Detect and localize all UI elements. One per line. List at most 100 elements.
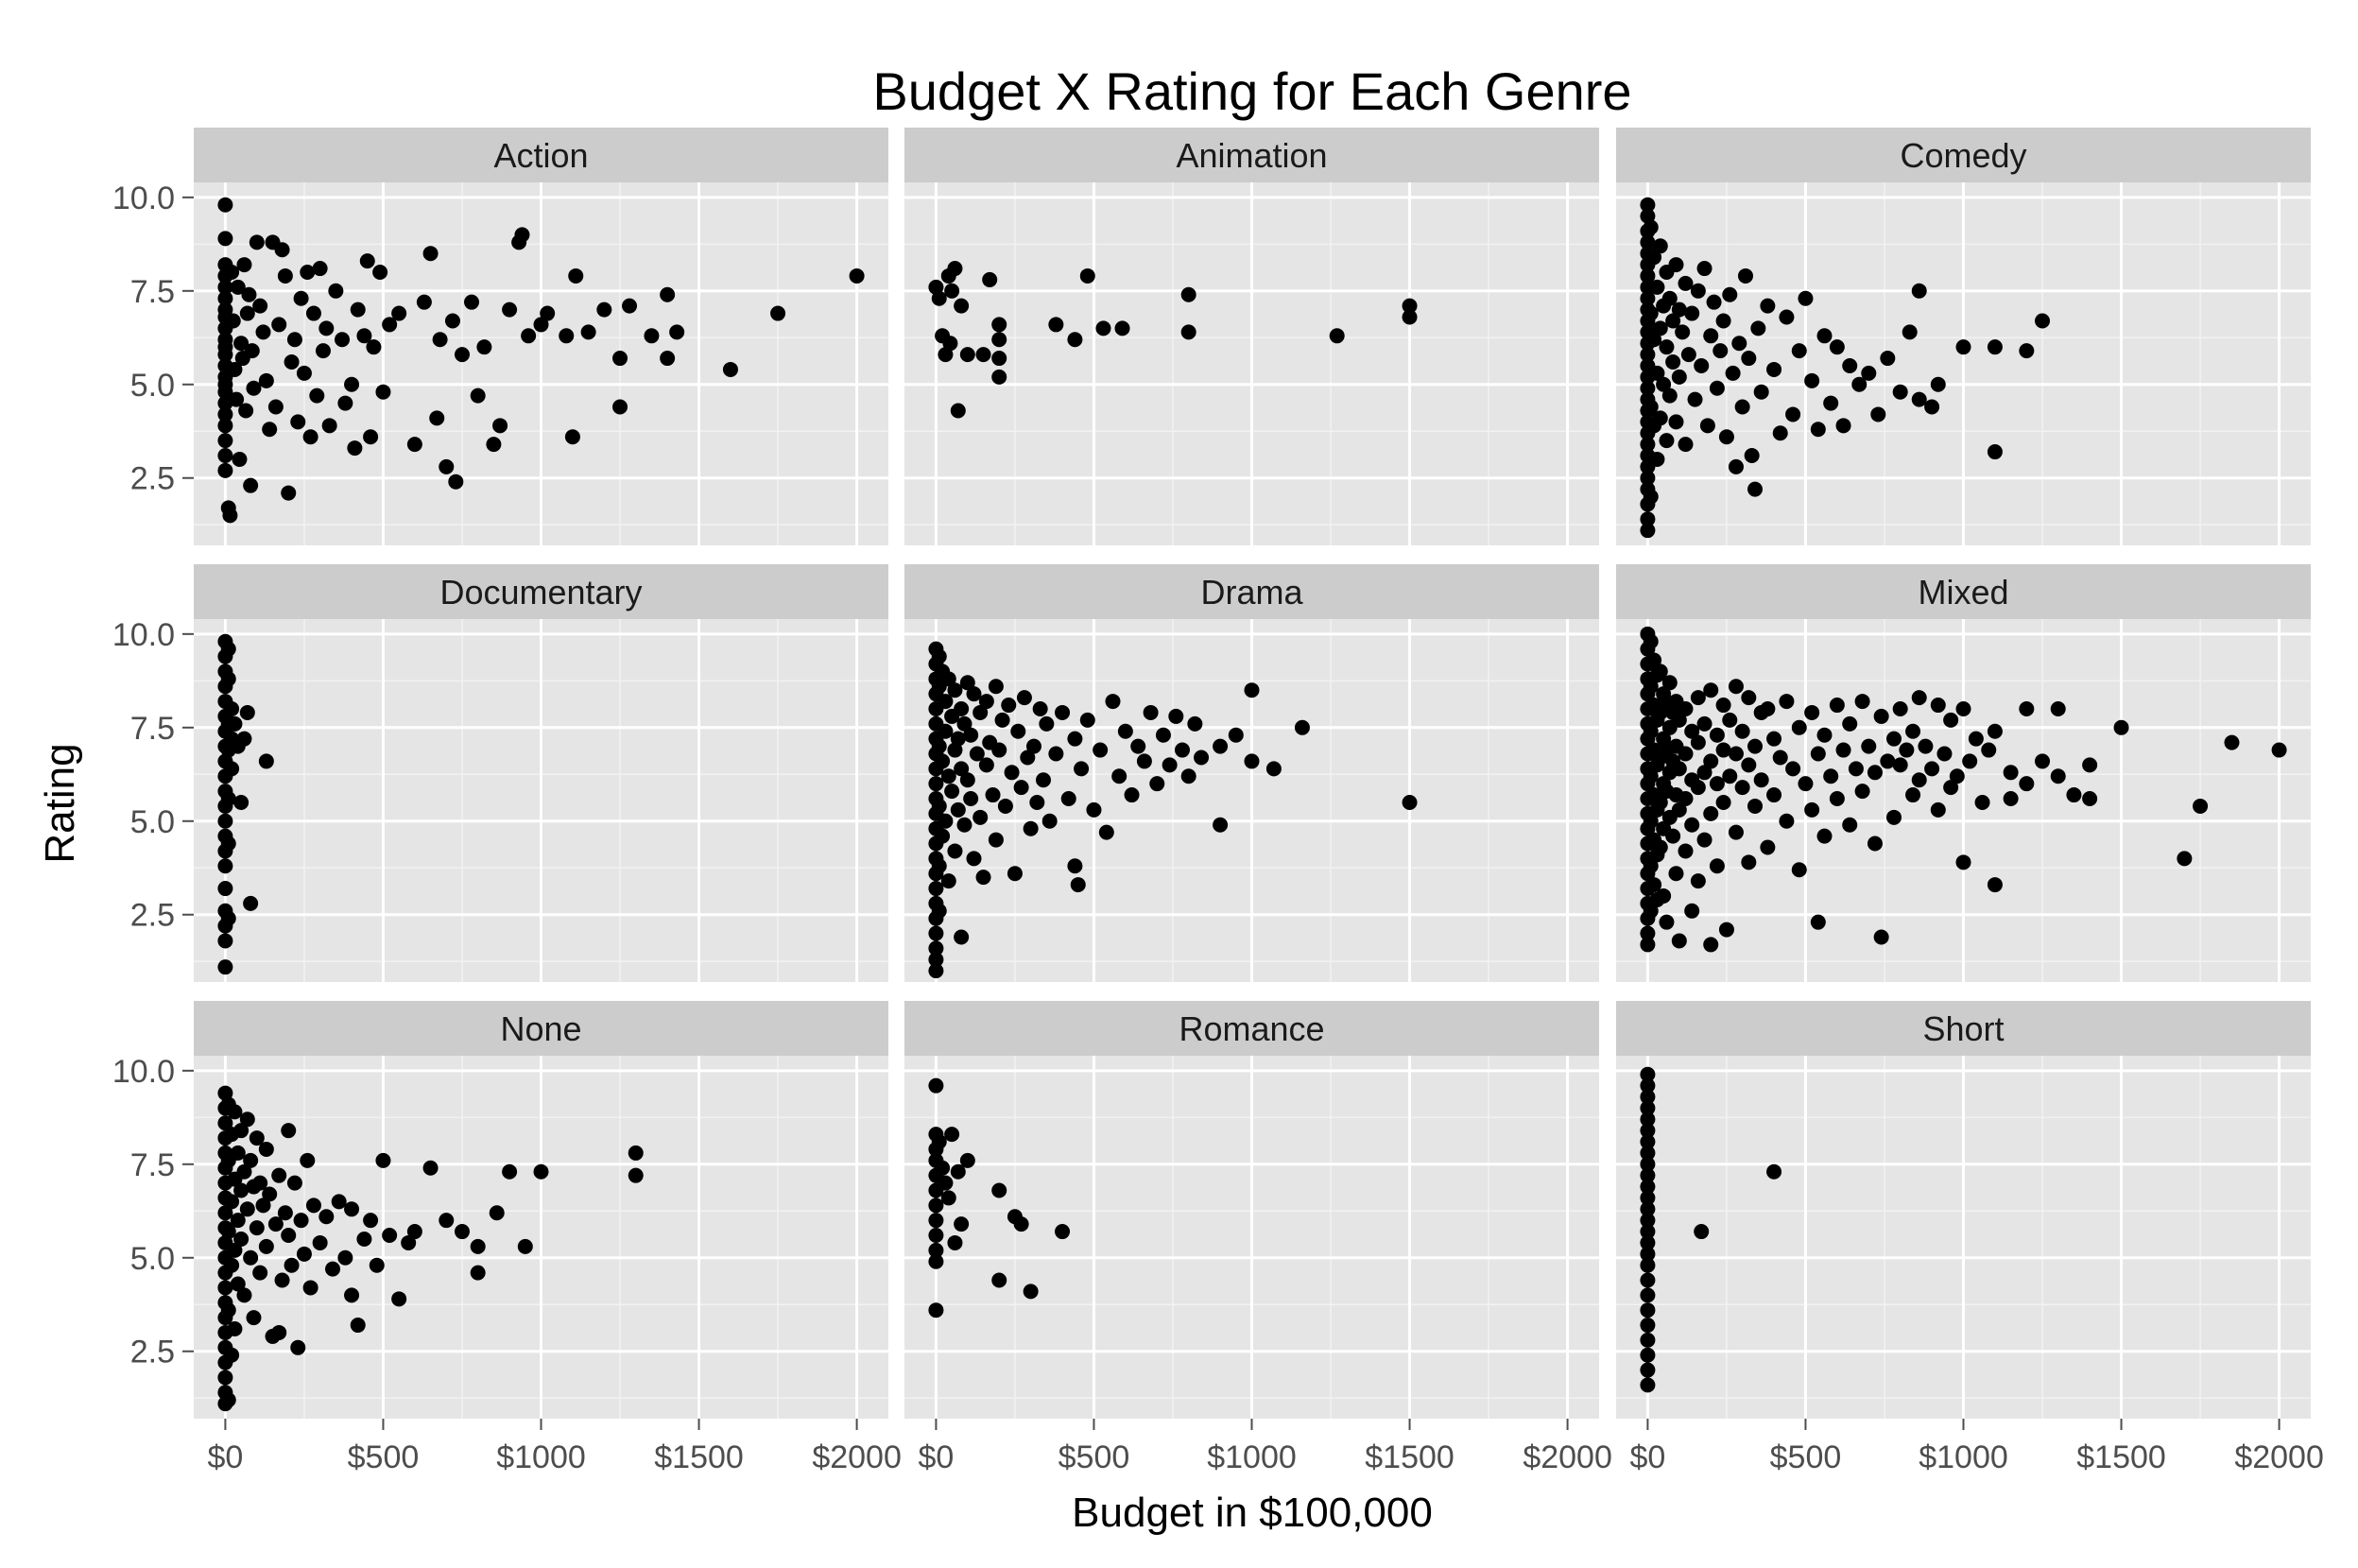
- data-point: [1690, 734, 1706, 750]
- data-point: [1861, 738, 1877, 754]
- data-point: [1722, 768, 1738, 784]
- data-point: [1955, 339, 1971, 355]
- data-point: [1905, 787, 1921, 803]
- data-point: [2193, 798, 2209, 814]
- data-point: [1974, 794, 1990, 810]
- data-point: [991, 332, 1007, 348]
- data-point: [959, 772, 975, 788]
- data-point: [935, 828, 951, 844]
- data-point: [239, 704, 255, 720]
- data-point: [1007, 866, 1023, 882]
- data-point: [1962, 753, 1978, 769]
- data-point: [517, 1238, 533, 1254]
- data-point: [344, 376, 360, 392]
- data-point: [1640, 1077, 1656, 1094]
- data-point: [236, 731, 252, 747]
- data-point: [1656, 376, 1672, 392]
- data-point: [1804, 372, 1820, 388]
- data-point: [1643, 679, 1659, 695]
- data-point: [1668, 257, 1684, 273]
- facet-panel: Mixed: [1616, 564, 2311, 982]
- data-point: [1930, 801, 1946, 818]
- data-point: [1760, 298, 1776, 314]
- data-point: [1684, 305, 1700, 321]
- data-point: [1886, 809, 1902, 825]
- data-point: [382, 317, 398, 333]
- data-point: [290, 414, 306, 430]
- data-point: [239, 1201, 255, 1217]
- data-point: [1643, 399, 1659, 415]
- facet-strip: [904, 564, 1599, 619]
- data-point: [1671, 801, 1687, 818]
- point-group: [217, 633, 274, 975]
- data-point: [1842, 817, 1858, 833]
- data-point: [344, 1287, 360, 1303]
- data-point: [1829, 339, 1845, 355]
- data-point: [940, 768, 956, 784]
- data-point: [375, 384, 391, 400]
- facet-strip: [1616, 128, 2311, 182]
- data-point: [1798, 776, 1814, 792]
- data-point: [217, 447, 233, 463]
- data-point: [1671, 761, 1687, 777]
- data-point: [1829, 791, 1845, 807]
- data-point: [217, 1370, 233, 1386]
- data-point: [1402, 794, 1418, 810]
- data-point: [271, 317, 287, 333]
- data-point: [312, 1234, 328, 1250]
- data-point: [1709, 858, 1725, 874]
- data-point: [1643, 723, 1659, 739]
- data-point: [1867, 836, 1883, 852]
- data-point: [1678, 437, 1694, 453]
- data-point: [1640, 1089, 1656, 1105]
- data-point: [1656, 887, 1672, 904]
- data-point: [274, 1272, 290, 1288]
- data-point: [1816, 328, 1833, 344]
- data-point: [363, 1213, 379, 1229]
- y-tick-label: 2.5: [130, 1335, 175, 1370]
- data-point: [359, 253, 375, 269]
- data-point: [1747, 738, 1763, 754]
- data-point: [1640, 511, 1656, 527]
- data-point: [1643, 813, 1659, 829]
- data-point: [1671, 369, 1687, 385]
- data-point: [1753, 384, 1769, 400]
- data-point: [1668, 866, 1684, 882]
- data-point: [243, 895, 259, 911]
- data-point: [1136, 753, 1152, 769]
- data-point: [947, 261, 963, 277]
- data-point: [1067, 858, 1083, 874]
- data-point: [246, 1310, 262, 1326]
- data-point: [928, 963, 944, 979]
- data-point: [1029, 794, 1045, 810]
- data-point: [950, 801, 966, 818]
- data-point: [220, 836, 236, 852]
- data-point: [1143, 704, 1159, 720]
- data-point: [928, 1228, 944, 1244]
- data-point: [372, 265, 388, 281]
- data-point: [1025, 738, 1041, 754]
- facet-strip-label: Drama: [1200, 573, 1303, 612]
- data-point: [1646, 652, 1662, 668]
- data-point: [596, 302, 612, 318]
- data-point: [935, 1160, 951, 1176]
- data-point: [1851, 376, 1867, 392]
- data-point: [1715, 698, 1731, 714]
- data-point: [1725, 365, 1741, 381]
- data-point: [1665, 354, 1681, 370]
- data-point: [972, 809, 989, 825]
- facet-strip-label: Documentary: [439, 573, 642, 612]
- facet-panel: Short $0 $500 $1000 $1500 $2000: [1616, 1001, 2324, 1475]
- data-point: [486, 437, 502, 453]
- data-point: [1643, 489, 1659, 505]
- data-point: [1731, 336, 1747, 352]
- data-point: [217, 933, 233, 949]
- facet-panel: Comedy: [1616, 128, 2311, 545]
- data-point: [227, 1320, 243, 1336]
- x-tick-label: $1500: [654, 1439, 744, 1475]
- data-point: [300, 1152, 316, 1168]
- data-point: [975, 347, 991, 363]
- data-point: [262, 1186, 278, 1202]
- y-tick-label: 7.5: [130, 274, 175, 310]
- data-point: [293, 290, 309, 306]
